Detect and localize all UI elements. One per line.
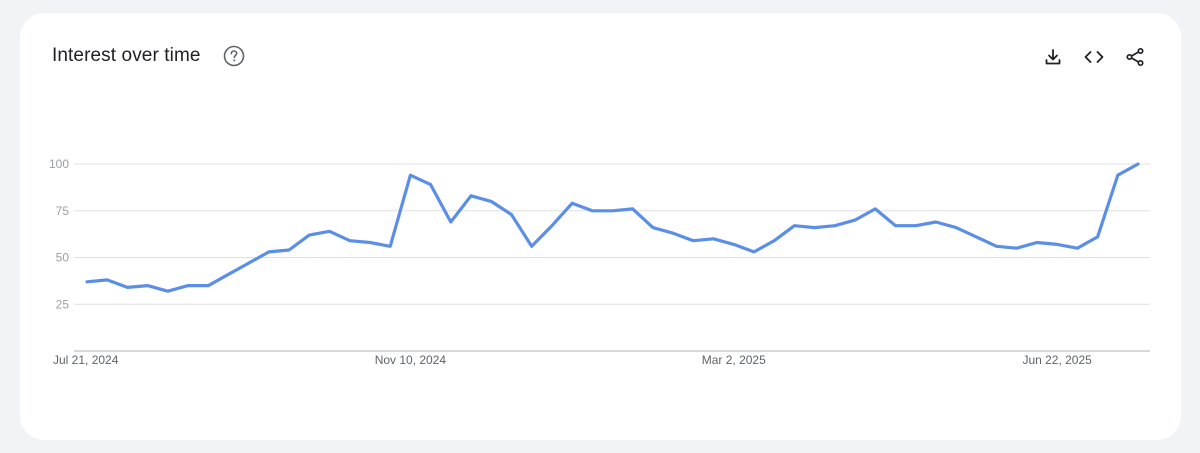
- y-tick-label-75: 75: [56, 204, 70, 218]
- y-tick-label-100: 100: [49, 157, 69, 171]
- y-tick-label-50: 50: [56, 251, 70, 265]
- y-tick-label-25: 25: [56, 297, 70, 311]
- download-button[interactable]: [1041, 45, 1065, 69]
- x-tick-label: Jun 22, 2025: [1022, 353, 1092, 367]
- chart-title: Interest over time: [52, 45, 201, 66]
- download-icon: [1045, 49, 1061, 65]
- code-icon: [1084, 51, 1104, 63]
- share-button[interactable]: [1123, 45, 1147, 69]
- help-circle-icon[interactable]: [223, 45, 245, 67]
- x-tick-label: Nov 10, 2024: [375, 353, 447, 367]
- x-tick-label: Mar 2, 2025: [702, 353, 766, 367]
- series-line[interactable]: [85, 162, 1140, 293]
- x-tick-label: Jul 21, 2024: [53, 353, 119, 367]
- chart-toolbar: [1041, 45, 1147, 69]
- embed-button[interactable]: [1082, 45, 1106, 69]
- interest-card: Interest over time: [20, 13, 1181, 440]
- share-icon: [1126, 47, 1144, 67]
